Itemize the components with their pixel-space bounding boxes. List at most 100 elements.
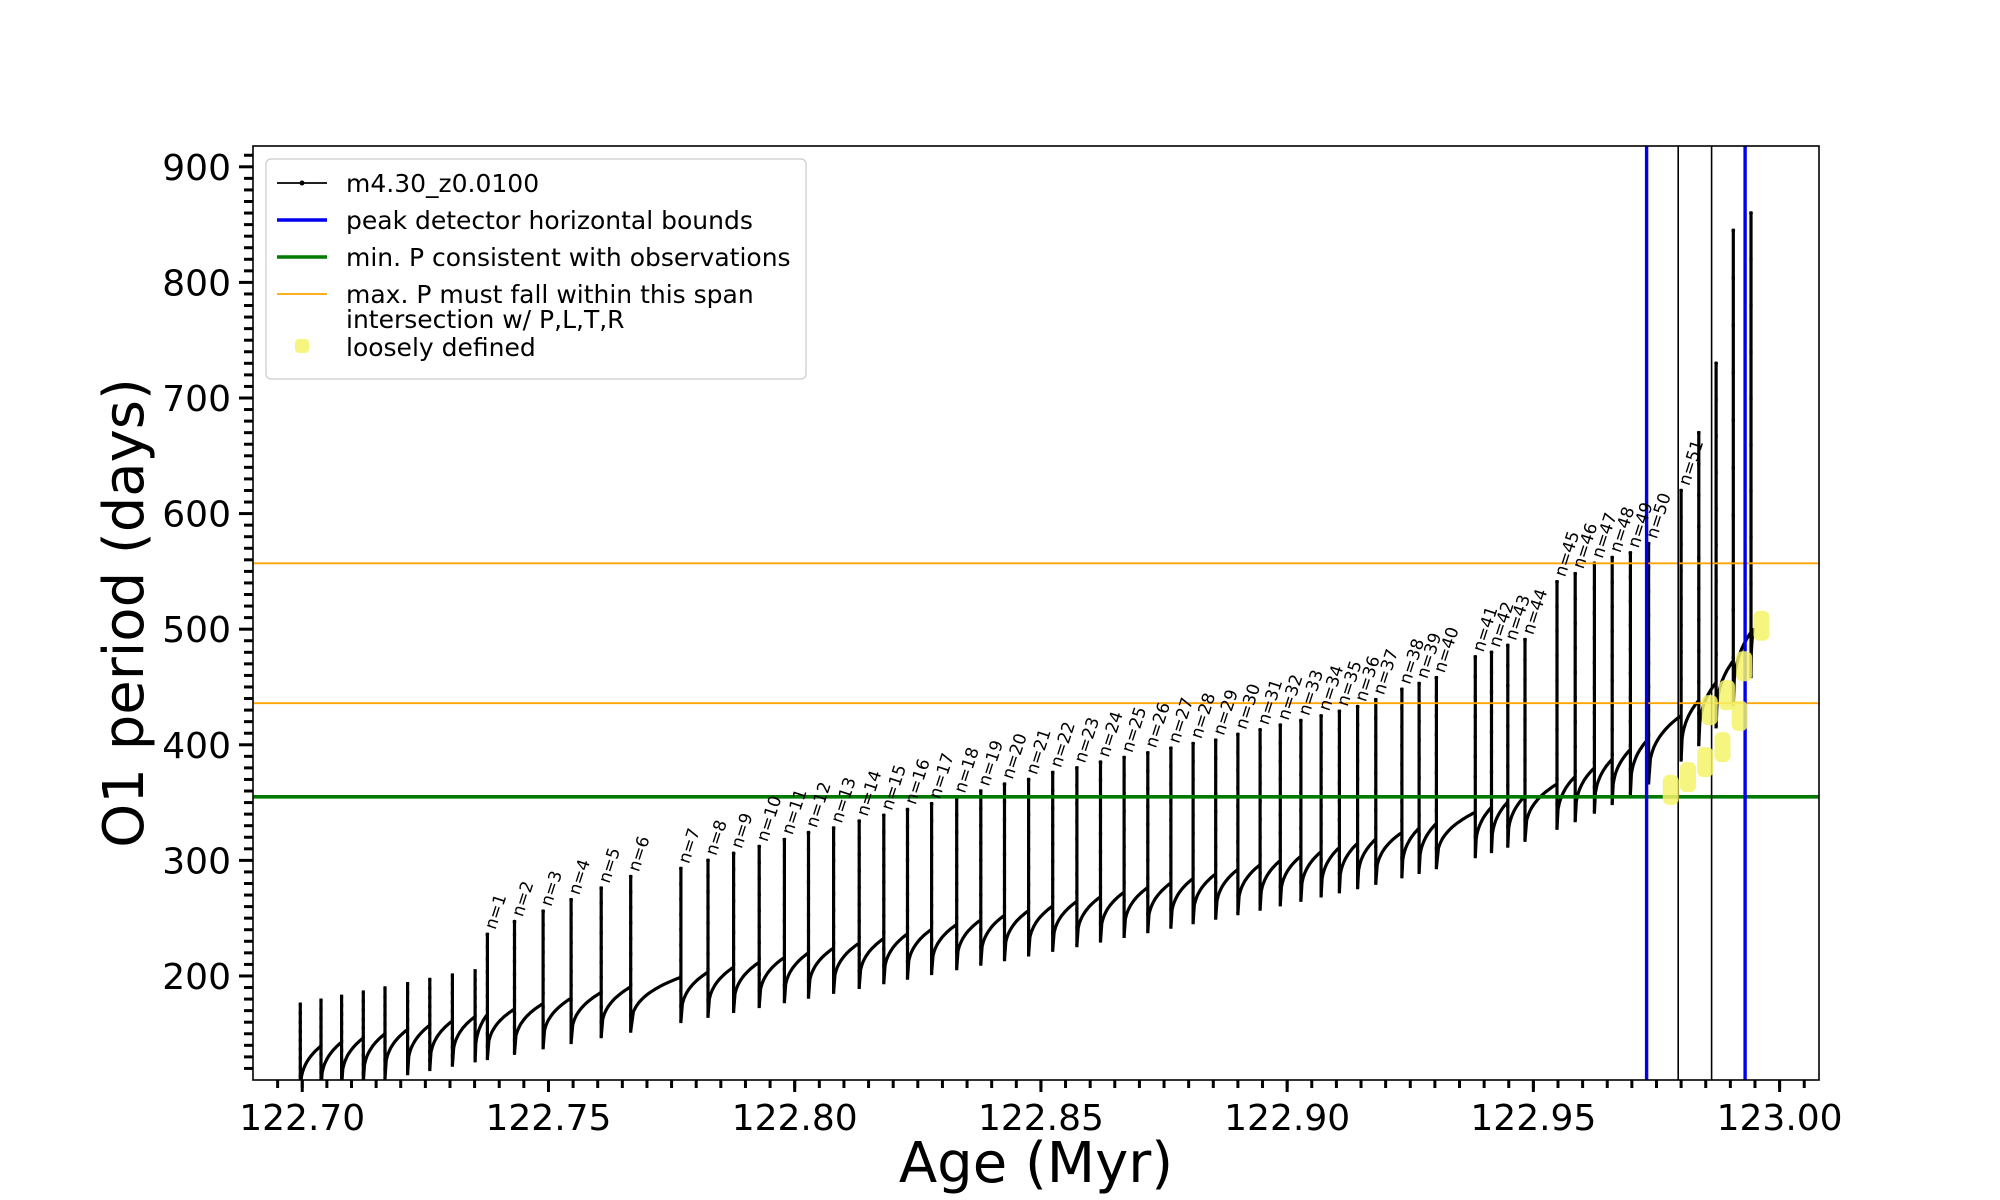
pulse-peak-point	[1319, 714, 1323, 718]
pulse-peak-point	[1679, 488, 1683, 493]
horizontal-lines	[253, 562, 1819, 799]
legend-item: intersection w/ P,L,T,R loosely defined	[295, 305, 625, 362]
legend-box	[265, 158, 807, 380]
y-tick-label: 400	[162, 726, 231, 767]
late-pulse-peak-point	[1749, 211, 1753, 215]
pulse-peak-point	[1098, 760, 1103, 764]
intersection-marker	[1718, 680, 1735, 711]
legend-item: peak detector horizontal bounds	[277, 206, 753, 235]
legend-label: intersection w/ P,L,T,R loosely defined	[346, 305, 625, 362]
pulse-peak-point	[1278, 723, 1283, 727]
y-tick-label: 500	[162, 610, 231, 651]
pulse-peak-point	[979, 789, 983, 793]
pulse-peak-point	[757, 844, 761, 849]
pulse-peak-point	[929, 801, 934, 806]
intersection-markers	[1662, 610, 1770, 805]
intersection-marker	[1736, 651, 1753, 682]
legend-label: max. P must fall within this span	[346, 280, 754, 309]
x-tick-label: 123.00	[1717, 1098, 1843, 1139]
pulse-peak-point	[1628, 551, 1633, 555]
pulse-peak-point	[1122, 755, 1126, 760]
intersection-marker	[1680, 762, 1696, 793]
pulse-peak-point	[541, 909, 545, 913]
legend-swatch	[295, 339, 309, 353]
legend-label: min. P consistent with observations	[346, 243, 791, 272]
pulse-peak-point	[599, 886, 603, 890]
pulse-peak-point	[905, 807, 910, 812]
intersection-marker	[1662, 774, 1679, 805]
pulse-peak-point	[1191, 741, 1195, 746]
pulse-peak-point	[1473, 655, 1478, 659]
pulse-peak-point	[1506, 643, 1510, 648]
series-markers	[298, 211, 1753, 1080]
pulse-peak-point	[882, 813, 886, 818]
x-tick-label: 122.70	[239, 1098, 365, 1139]
y-tick-label: 200	[162, 957, 231, 998]
pulse-peak-point	[1146, 751, 1150, 755]
late-pulse-peak-point	[1714, 361, 1718, 366]
axes: 122.70 122.75 122.80 122.85 122.90 122.95 123.…	[162, 148, 1842, 1139]
intersection-marker	[1753, 610, 1770, 641]
legend-item: min. P consistent with observations	[277, 243, 791, 272]
pulse-peak-point	[1400, 687, 1404, 692]
pulse-peak-point	[782, 837, 787, 842]
pulse-peak-point	[1299, 718, 1303, 723]
pulse-peak-point	[1213, 738, 1218, 742]
pulse-peak-point	[1417, 681, 1421, 686]
intersection-marker	[1714, 732, 1731, 763]
y-tick-label: 600	[162, 495, 231, 536]
x-axis-title: Age (Myr)	[899, 1131, 1173, 1196]
pulse-peak-point	[1573, 571, 1577, 576]
legend-label: peak detector horizontal bounds	[346, 206, 753, 235]
intersection-marker	[1701, 695, 1718, 726]
pulse-peak-point	[628, 874, 633, 879]
pulse-peak-point	[1169, 746, 1173, 750]
pulse-peak-point	[1555, 580, 1559, 584]
x-tick-label: 122.75	[485, 1098, 611, 1139]
legend-item: m4.30_z0.0100	[277, 169, 539, 198]
pulse-peak-point	[1355, 704, 1360, 709]
y-tick-label: 300	[162, 841, 231, 882]
pulse-peak-point	[1258, 728, 1262, 732]
pulse-peak-point	[806, 830, 811, 835]
late-pulse-peak-point	[1697, 430, 1701, 435]
legend-item: max. P must fall within this span	[277, 280, 754, 309]
pulse-peak-point	[1236, 732, 1240, 737]
pulse-peak-point	[1075, 766, 1079, 770]
vertical-lines	[1644, 146, 1747, 1080]
series-m4.30-layer	[298, 211, 1756, 1080]
pulse-peak-point	[831, 826, 836, 830]
intersection-marker	[1697, 747, 1714, 778]
legend-marker	[299, 180, 305, 186]
intersection-marker	[1731, 700, 1748, 731]
pulse-peak-point	[1523, 637, 1527, 642]
y-tick-label: 800	[162, 263, 231, 304]
pulse-peak-point	[1002, 782, 1007, 786]
pulse-peak-point	[706, 858, 710, 863]
y-axis-title: O1 period (days)	[92, 378, 157, 848]
x-tick-label: 122.90	[1224, 1098, 1350, 1139]
legend-label: m4.30_z0.0100	[346, 169, 539, 198]
pulse-peak-point	[1026, 777, 1031, 782]
plot-content	[253, 146, 1819, 1080]
x-tick-label: 122.85	[978, 1098, 1104, 1139]
x-tick-label: 122.95	[1470, 1098, 1596, 1139]
pulse-peak-point	[485, 932, 490, 937]
plot-frame	[252, 145, 1820, 1081]
pulse-peak-point	[1489, 650, 1494, 655]
y-tick-label: 700	[162, 379, 231, 420]
pulse-peak-point	[1434, 675, 1439, 680]
pulse-peak-point	[731, 851, 736, 856]
pulse-peak-point	[679, 866, 683, 871]
pulse-peak-point	[569, 897, 573, 902]
pulse-peak-point	[1610, 555, 1614, 560]
pulse-peak-point	[1374, 697, 1378, 702]
pulse-peak-point	[1337, 709, 1342, 714]
x-tick-label: 122.80	[732, 1098, 858, 1139]
pulse-peak-point	[512, 919, 517, 924]
pulse-peak-point	[857, 819, 861, 823]
late-pulse-peak-point	[1731, 228, 1736, 233]
y-tick-label: 900	[162, 148, 231, 189]
